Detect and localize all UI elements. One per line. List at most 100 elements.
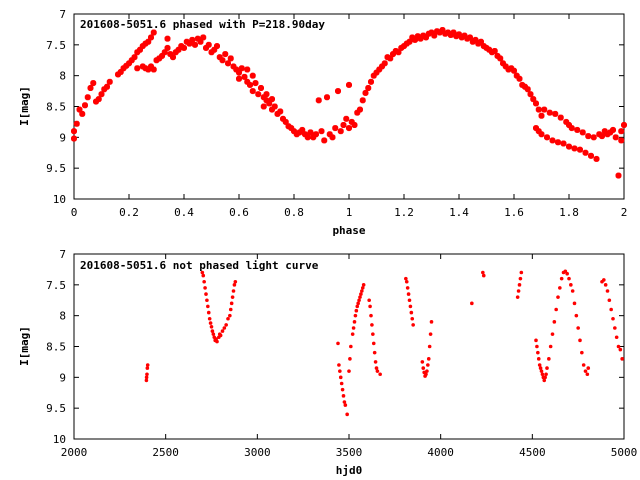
unphased-x-tick-label: 4500 xyxy=(519,446,546,459)
data-point xyxy=(218,333,223,338)
data-point xyxy=(134,65,141,72)
data-point xyxy=(145,366,150,370)
data-point xyxy=(420,360,425,364)
data-point xyxy=(269,96,275,103)
data-point xyxy=(263,91,270,98)
data-point xyxy=(211,332,216,336)
data-point xyxy=(566,143,572,150)
data-point xyxy=(357,106,363,113)
data-point xyxy=(540,372,545,377)
data-point xyxy=(189,36,196,43)
data-point xyxy=(588,152,594,159)
data-point xyxy=(370,323,374,327)
data-point xyxy=(581,363,586,367)
data-point xyxy=(260,103,267,110)
data-point xyxy=(470,301,474,306)
data-point xyxy=(255,91,262,98)
phased-y-tick-label: 8.5 xyxy=(46,101,66,114)
data-point xyxy=(607,298,612,303)
data-point xyxy=(548,344,553,349)
data-point xyxy=(252,80,259,87)
data-point xyxy=(425,369,429,373)
data-point xyxy=(421,366,426,370)
data-point xyxy=(546,109,553,116)
data-point xyxy=(318,128,325,135)
data-point xyxy=(405,286,410,290)
data-point xyxy=(150,66,157,73)
data-point xyxy=(614,335,619,340)
data-point xyxy=(304,134,311,141)
data-point xyxy=(569,283,573,287)
data-point xyxy=(481,273,486,278)
data-point xyxy=(515,295,520,299)
data-point xyxy=(228,313,232,318)
data-point xyxy=(544,134,550,141)
data-point xyxy=(104,83,110,90)
data-point xyxy=(590,134,597,141)
data-point xyxy=(95,96,102,103)
data-point xyxy=(226,316,230,321)
data-point xyxy=(543,375,547,380)
data-point xyxy=(375,369,380,373)
data-point xyxy=(236,75,242,82)
data-point xyxy=(208,321,213,325)
data-point xyxy=(491,48,498,54)
data-point xyxy=(359,97,366,104)
data-point xyxy=(207,316,212,321)
data-point xyxy=(407,298,412,303)
data-point xyxy=(497,55,504,62)
data-point xyxy=(233,279,238,284)
phased-y-tick-label: 9 xyxy=(59,131,66,144)
data-point xyxy=(236,69,242,76)
data-point xyxy=(558,286,562,290)
data-point xyxy=(395,49,402,56)
data-point xyxy=(338,369,342,373)
data-point xyxy=(535,106,542,113)
unphased-light-curve-panel: 2000 2500 3000 3500 4000 4500 5000 7 7.5 8 8.5 9 9.… xyxy=(18,248,637,477)
data-point xyxy=(353,313,358,318)
data-point xyxy=(516,75,523,82)
data-point xyxy=(342,400,347,404)
data-point xyxy=(557,114,564,121)
data-point xyxy=(359,292,363,296)
data-point xyxy=(150,29,157,36)
data-point xyxy=(542,378,547,383)
data-point xyxy=(367,298,371,303)
data-point xyxy=(206,304,210,309)
unphased-y-tick-label: 9 xyxy=(59,371,66,384)
data-point xyxy=(373,360,378,364)
data-point xyxy=(409,310,414,315)
data-point xyxy=(339,381,344,386)
data-point xyxy=(620,357,624,361)
data-point xyxy=(534,338,538,343)
data-point xyxy=(277,108,284,115)
data-point xyxy=(578,338,582,343)
data-point xyxy=(209,324,214,329)
data-point xyxy=(360,289,364,293)
data-point xyxy=(372,350,377,355)
phased-y-axis-label: I[mag] xyxy=(18,86,31,126)
data-point xyxy=(201,273,206,278)
data-point xyxy=(467,34,473,41)
data-point xyxy=(431,32,438,39)
data-point xyxy=(374,366,379,370)
data-point xyxy=(197,38,204,45)
data-point xyxy=(565,271,569,276)
data-point xyxy=(224,323,228,327)
phased-x-ticks: 0 0.2 0.4 0.6 0.8 1 1.2 1.4 1.6 1.8 2 xyxy=(71,14,627,219)
data-point xyxy=(603,283,608,287)
data-point xyxy=(545,366,549,370)
data-point xyxy=(428,332,433,336)
data-point xyxy=(585,372,590,377)
data-point xyxy=(613,326,617,330)
data-point xyxy=(574,313,579,318)
data-point xyxy=(346,125,352,132)
data-point xyxy=(131,54,138,61)
data-point xyxy=(426,357,431,361)
data-point xyxy=(582,149,589,156)
data-point xyxy=(98,91,105,98)
data-point xyxy=(340,387,345,392)
data-point xyxy=(527,91,534,98)
data-point xyxy=(378,372,382,377)
